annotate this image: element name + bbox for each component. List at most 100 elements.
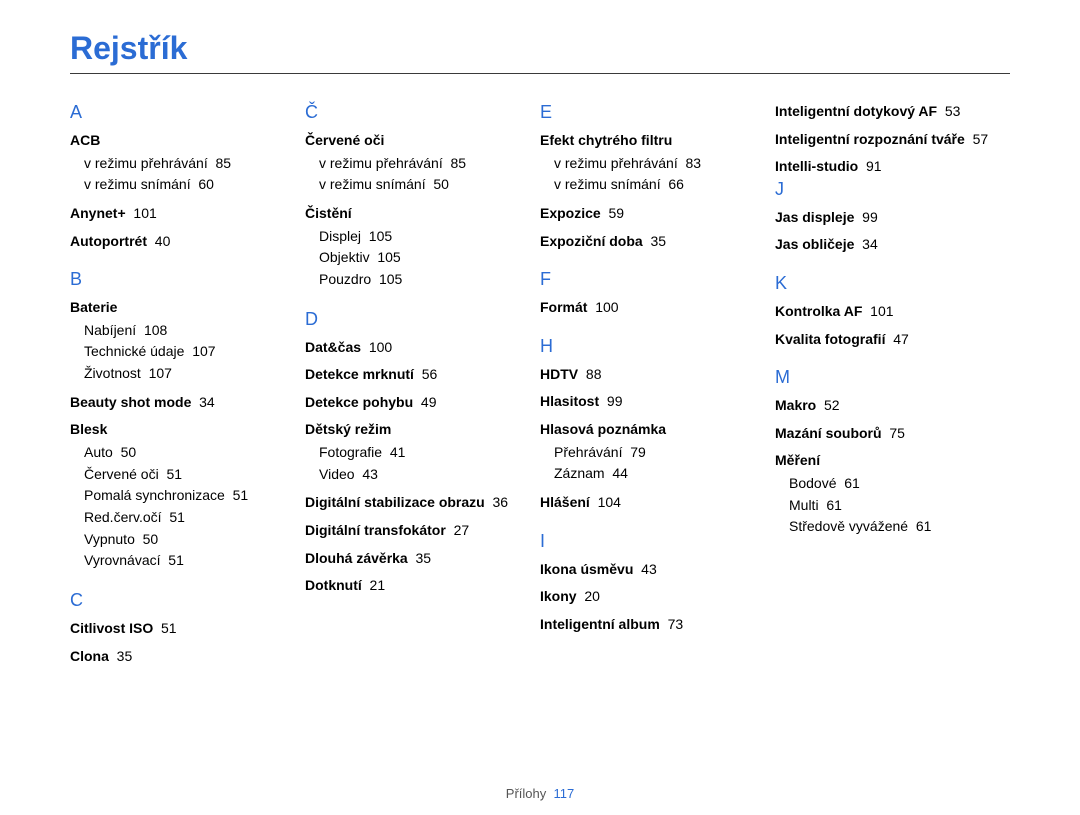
index-entry-head: Červené oči: [305, 131, 520, 151]
index-entry-page: 27: [454, 522, 470, 538]
index-subentry[interactable]: v režimu přehrávání 83: [554, 153, 755, 175]
index-entry[interactable]: Hlášení 104: [540, 493, 755, 513]
index-subentry-page: 51: [233, 487, 249, 503]
index-entry[interactable]: Expoziční doba 35: [540, 232, 755, 252]
index-subentry[interactable]: Displej 105: [319, 226, 520, 248]
index-entry[interactable]: Inteligentní rozpoznání tváře 57: [775, 130, 990, 150]
index-subentry[interactable]: Záznam 44: [554, 463, 755, 485]
index-subentry-page: 108: [144, 322, 167, 338]
index-subentry-term: Pomalá synchronizace: [84, 487, 225, 503]
index-subentry[interactable]: Technické údaje 107: [84, 341, 285, 363]
index-entry-term: Mazání souborů: [775, 425, 882, 441]
index-entry[interactable]: Ikona úsměvu 43: [540, 560, 755, 580]
index-entry[interactable]: Clona 35: [70, 647, 285, 667]
index-subentry-page: 107: [192, 343, 215, 359]
index-subentry-page: 66: [668, 176, 684, 192]
index-subentry[interactable]: Fotografie 41: [319, 442, 520, 464]
index-entry-term: Formát: [540, 299, 587, 315]
index-entry[interactable]: Digitální transfokátor 27: [305, 521, 520, 541]
index-entry[interactable]: HDTV 88: [540, 365, 755, 385]
index-entry-page: 91: [866, 158, 882, 174]
index-entry-page: 104: [598, 494, 621, 510]
index-subentry-page: 51: [169, 509, 185, 525]
index-entry[interactable]: Anynet+ 101: [70, 204, 285, 224]
index-entry[interactable]: Kvalita fotografií 47: [775, 330, 990, 350]
index-subentry-term: v režimu snímání: [554, 176, 661, 192]
index-entry[interactable]: Dat&čas 100: [305, 338, 520, 358]
index-subentry[interactable]: Vyrovnávací 51: [84, 550, 285, 572]
title-rule: [70, 73, 1010, 74]
index-entry-page: 40: [155, 233, 171, 249]
index-entry-term: Autoportrét: [70, 233, 147, 249]
index-entry-page: 43: [641, 561, 657, 577]
index-entry[interactable]: Dlouhá závěrka 35: [305, 549, 520, 569]
index-subentry-term: v režimu přehrávání: [554, 155, 678, 171]
column-4: Inteligentní dotykový AF 53 Inteligentní …: [775, 102, 1010, 668]
index-entry[interactable]: Inteligentní dotykový AF 53: [775, 102, 990, 122]
index-subentry-term: Bodové: [789, 475, 836, 491]
index-subentry[interactable]: v režimu snímání 66: [554, 174, 755, 196]
index-entry-head: Blesk: [70, 420, 285, 440]
index-entry[interactable]: Dotknutí 21: [305, 576, 520, 596]
index-entry[interactable]: Beauty shot mode 34: [70, 393, 285, 413]
index-entry-page: 49: [421, 394, 437, 410]
index-subentry-page: 61: [844, 475, 860, 491]
index-entry-page: 36: [492, 494, 508, 510]
index-entry[interactable]: Makro 52: [775, 396, 990, 416]
index-subentry[interactable]: Auto 50: [84, 442, 285, 464]
index-entry[interactable]: Detekce pohybu 49: [305, 393, 520, 413]
index-subentry[interactable]: Životnost 107: [84, 363, 285, 385]
index-entry[interactable]: Digitální stabilizace obrazu 36: [305, 493, 520, 513]
index-subentry[interactable]: Nabíjení 108: [84, 320, 285, 342]
index-subentry[interactable]: Vypnuto 50: [84, 529, 285, 551]
index-subentry[interactable]: v režimu přehrávání 85: [319, 153, 520, 175]
index-entry[interactable]: Jas displeje 99: [775, 208, 990, 228]
index-entry-page: 100: [595, 299, 618, 315]
index-entry[interactable]: Intelli-studio 91: [775, 157, 990, 177]
section-letter: I: [540, 531, 755, 552]
index-subentry-page: 105: [377, 249, 400, 265]
index-subentry[interactable]: Multi 61: [789, 495, 990, 517]
index-subentry[interactable]: Pouzdro 105: [319, 269, 520, 291]
index-subentry[interactable]: Pomalá synchronizace 51: [84, 485, 285, 507]
index-subentry[interactable]: Red.červ.očí 51: [84, 507, 285, 529]
index-entry[interactable]: Formát 100: [540, 298, 755, 318]
index-entry-page: 53: [945, 103, 961, 119]
index-entry-term: Clona: [70, 648, 109, 664]
index-subentry[interactable]: Video 43: [319, 464, 520, 486]
index-subentry[interactable]: Přehrávání 79: [554, 442, 755, 464]
index-subentry[interactable]: Bodové 61: [789, 473, 990, 495]
index-subentry[interactable]: Červené oči 51: [84, 464, 285, 486]
index-subentry[interactable]: Středově vyvážené 61: [789, 516, 990, 538]
index-entry-page: 20: [584, 588, 600, 604]
index-entry-term: Detekce pohybu: [305, 394, 413, 410]
index-entry[interactable]: Ikony 20: [540, 587, 755, 607]
index-entry[interactable]: Hlasitost 99: [540, 392, 755, 412]
index-entry-page: 35: [416, 550, 432, 566]
index-entry-page: 35: [650, 233, 666, 249]
index-subentry-page: 50: [121, 444, 137, 460]
index-entry[interactable]: Mazání souborů 75: [775, 424, 990, 444]
index-entry[interactable]: Citlivost ISO 51: [70, 619, 285, 639]
index-entry-page: 57: [973, 131, 989, 147]
index-entry[interactable]: Detekce mrknutí 56: [305, 365, 520, 385]
index-subentry[interactable]: Objektiv 105: [319, 247, 520, 269]
index-entry-head: Efekt chytrého filtru: [540, 131, 755, 151]
index-subentry[interactable]: v režimu přehrávání 85: [84, 153, 285, 175]
index-subentry-term: Vypnuto: [84, 531, 135, 547]
column-2: ČČervené očiv režimu přehrávání 85v reži…: [305, 102, 540, 668]
index-subentry-page: 51: [166, 466, 182, 482]
index-entry-term: Ikona úsměvu: [540, 561, 633, 577]
index-entry[interactable]: Kontrolka AF 101: [775, 302, 990, 322]
index-subentry-term: Přehrávání: [554, 444, 622, 460]
index-subentry-term: v režimu snímání: [84, 176, 191, 192]
index-entry[interactable]: Jas obličeje 34: [775, 235, 990, 255]
index-entry[interactable]: Inteligentní album 73: [540, 615, 755, 635]
index-entry-term: Hlášení: [540, 494, 590, 510]
index-entry-term: Digitální transfokátor: [305, 522, 446, 538]
index-entry-page: 56: [422, 366, 438, 382]
index-subentry[interactable]: v režimu snímání 60: [84, 174, 285, 196]
index-entry[interactable]: Expozice 59: [540, 204, 755, 224]
index-entry[interactable]: Autoportrét 40: [70, 232, 285, 252]
index-subentry[interactable]: v režimu snímání 50: [319, 174, 520, 196]
